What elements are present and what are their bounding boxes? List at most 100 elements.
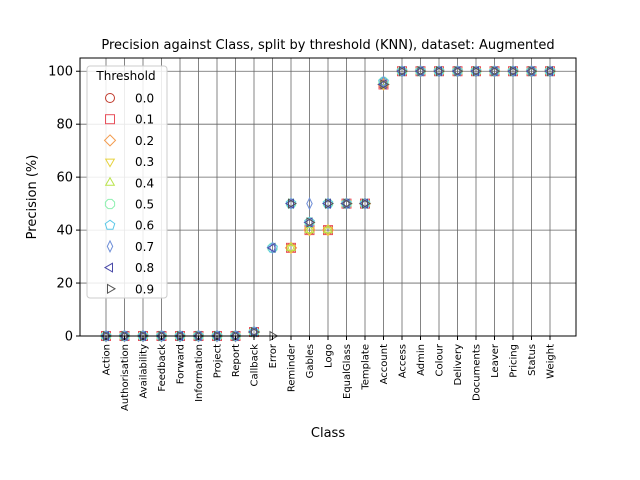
data-point (174, 330, 186, 341)
data-point (470, 65, 482, 76)
y-tick-label: 100 (48, 65, 73, 80)
x-tick-label: Project (213, 344, 224, 378)
data-point (488, 66, 498, 77)
x-tick-label: Forward (176, 344, 187, 384)
y-tick-label: 20 (56, 277, 73, 292)
x-tick-label: Weight (546, 344, 557, 379)
x-tick-label: Action (102, 344, 113, 375)
chart-title: Precision against Class, split by thresh… (101, 38, 554, 53)
data-point (469, 66, 479, 77)
legend-marker (103, 134, 117, 147)
data-point (285, 244, 297, 254)
legend-marker (103, 262, 113, 273)
x-tick-label: Access (398, 344, 409, 378)
data-point (285, 198, 297, 209)
legend-label: 0.2 (135, 134, 154, 148)
legend-label: 0.8 (135, 261, 154, 275)
x-tick-label: Delivery (453, 344, 464, 386)
data-point (247, 326, 257, 338)
data-point (525, 66, 535, 77)
legend-marker (104, 219, 116, 230)
x-tick-label: Colour (435, 343, 446, 376)
y-tick-label: 40 (56, 224, 73, 239)
data-point (358, 198, 368, 209)
x-tick-label: Status (527, 344, 538, 376)
data-point (491, 66, 501, 77)
data-point (343, 198, 353, 209)
data-point (306, 217, 316, 228)
y-tick-label: 60 (56, 171, 73, 186)
series-0.8 (99, 66, 553, 342)
legend-box (86, 65, 168, 299)
legend-marker (105, 93, 115, 103)
x-tick-label: Error (268, 343, 279, 368)
legend-label: 0.3 (135, 155, 154, 169)
data-point (119, 330, 130, 341)
data-point (306, 196, 313, 211)
legend-label: 0.4 (135, 176, 154, 190)
data-point (395, 66, 405, 77)
x-tick-label: Authorisation (120, 344, 131, 411)
data-point (544, 65, 556, 76)
data-point (489, 65, 500, 76)
legend-marker (104, 198, 116, 210)
x-tick-label: Admin (416, 344, 427, 376)
data-point (543, 66, 553, 77)
x-tick-label: Report (231, 344, 242, 377)
legend-marker (107, 283, 117, 294)
data-point (284, 198, 294, 209)
legend-label: 0.5 (135, 198, 154, 212)
series-0.6 (100, 65, 556, 341)
data-point (510, 66, 520, 77)
data-point (267, 242, 278, 253)
legend-label: 0.9 (135, 282, 154, 296)
data-point (137, 330, 149, 341)
data-point (322, 224, 334, 234)
legend-marker (105, 114, 115, 125)
legend-title: Threshold (95, 69, 155, 83)
data-point (193, 330, 204, 341)
data-point (452, 65, 463, 76)
data-point (266, 242, 276, 254)
x-tick-label: Availability (139, 344, 150, 399)
data-point (230, 330, 241, 341)
data-point (436, 66, 446, 77)
data-point (528, 66, 538, 77)
data-point (304, 216, 315, 227)
data-point (211, 330, 223, 341)
x-axis-label: Class (311, 426, 345, 441)
x-axis-ticks: Action Authorisation Availability Feedback F… (102, 336, 557, 411)
data-point (359, 198, 371, 209)
x-tick-label: Template (361, 344, 372, 391)
data-point (396, 65, 408, 76)
x-tick-label: Reminder (287, 343, 298, 392)
x-tick-label: Account (379, 344, 390, 384)
x-tick-label: Information (194, 344, 205, 402)
data-point (321, 198, 331, 209)
data-point (417, 66, 427, 77)
legend: Threshold 0.0 0.1 0.2 0.3 0.4 0.5 0.6 0.7 0.8 0.9 (86, 65, 168, 299)
x-tick-label: Gables (305, 344, 316, 378)
x-tick-label: Pricing (509, 344, 520, 378)
data-point (304, 224, 315, 234)
legend-marker (106, 239, 114, 254)
data-point (362, 198, 372, 209)
data-point (378, 76, 389, 87)
data-point (454, 66, 464, 77)
data-point (473, 66, 483, 77)
legend-marker (104, 158, 116, 168)
data-point (340, 198, 350, 209)
y-axis-label: Precision (%) (25, 155, 40, 240)
data-point (414, 66, 424, 77)
data-point (100, 330, 112, 341)
legend-label: 0.0 (135, 92, 154, 106)
data-point (285, 241, 297, 251)
x-tick-label: Leaver (490, 343, 501, 378)
x-tick-label: Feedback (157, 344, 168, 392)
data-point (506, 66, 516, 77)
data-point (322, 227, 334, 237)
data-point (507, 65, 519, 76)
legend-marker (104, 176, 116, 186)
legend-label: 0.7 (135, 240, 154, 254)
